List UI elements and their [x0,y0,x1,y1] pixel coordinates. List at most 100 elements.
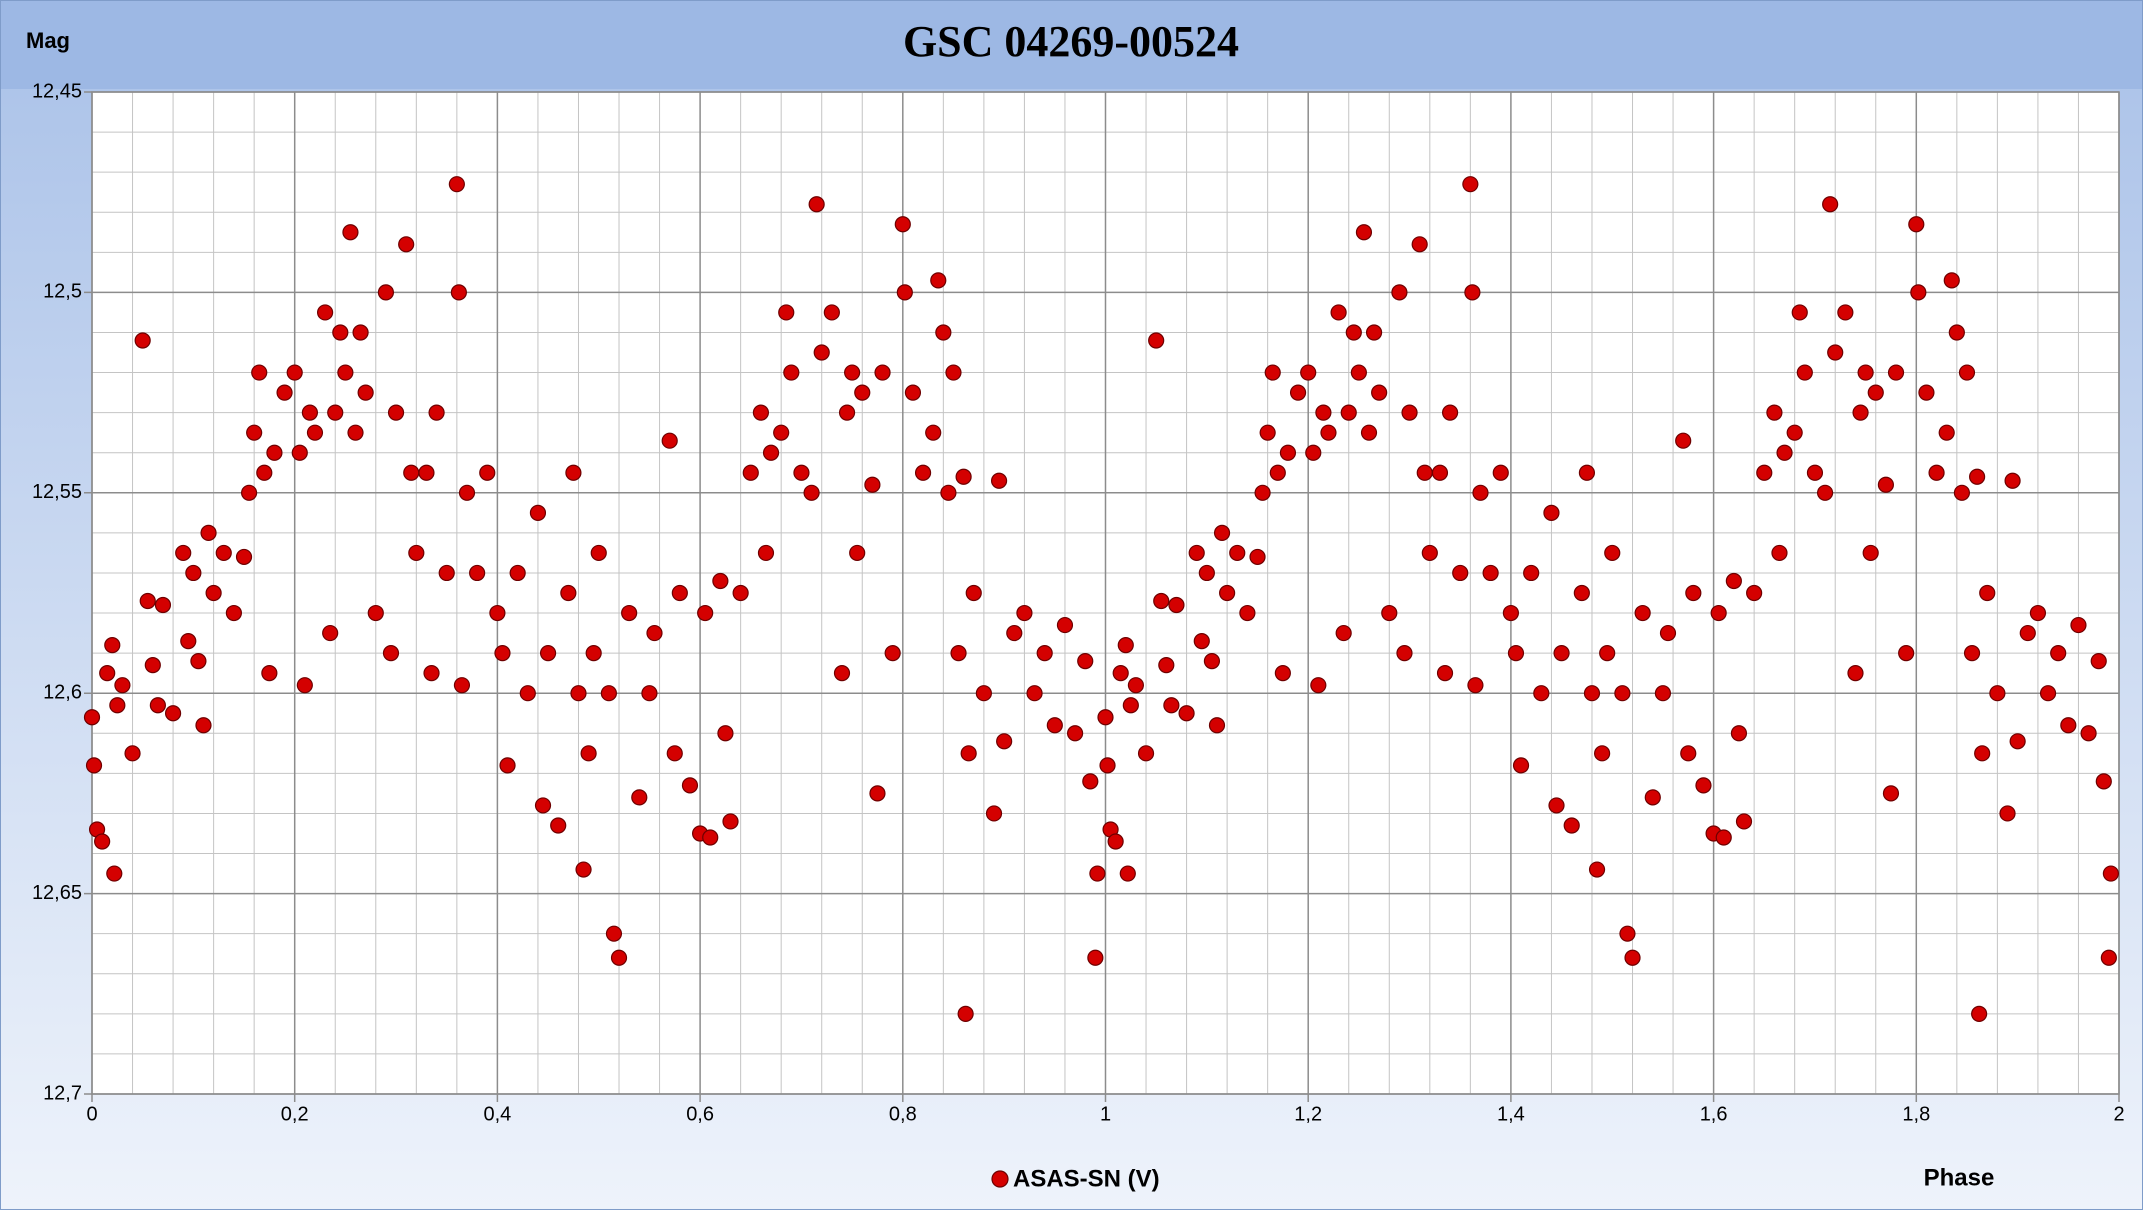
data-point [2029,604,2047,622]
x-tick-label: 0,4 [483,1103,511,1125]
data-point [960,745,977,762]
plot-border [91,91,2120,1095]
data-point [985,805,1003,822]
data-point [590,544,607,562]
data-point [1097,709,1114,726]
data-point [180,632,197,650]
data-point [1634,604,1651,622]
data-point [869,785,886,802]
data-point [1163,697,1180,714]
data-point [2019,624,2036,642]
data-point [1345,324,1362,341]
data-point [1099,757,1116,774]
data-point [144,657,161,674]
data-point [773,424,790,441]
data-point [935,324,952,341]
data-point [1502,604,1520,622]
data-point [286,364,303,381]
data-point [965,584,982,602]
data-point [1887,364,1905,381]
data-point [1416,464,1433,481]
data-point [560,584,577,602]
data-point [1786,424,1803,441]
data-point [1239,604,1256,622]
data-point [2009,733,2026,750]
data-point [139,592,156,610]
data-point [1675,432,1692,449]
data-point [1254,484,1271,501]
data-point [1816,484,1834,501]
data-point [185,564,202,582]
data-point [2060,717,2077,734]
data-point [1918,384,1935,401]
data-point [1274,665,1291,682]
data-point [783,364,800,381]
data-point [190,653,207,670]
data-point [479,464,496,481]
data-point [1857,364,1874,381]
data-point [1310,677,1327,694]
data-point [1910,284,1927,301]
y-tick-label: 12,55 [32,481,82,503]
data-point [1203,653,1221,670]
x-tick-label: 1,6 [1700,1103,1728,1125]
data-point [1112,665,1129,682]
x-tick-label: 1,8 [1902,1103,1930,1125]
data-point [945,364,962,381]
data-point [575,861,592,878]
data-point [570,685,587,702]
data-point [1928,464,1945,481]
data-point [681,777,699,794]
data-point [904,384,922,401]
data-point [1685,584,1702,602]
y-tick-label: 12,45 [32,80,82,102]
data-point [950,645,967,662]
data-point [1219,584,1236,602]
data-point [109,697,126,714]
data-point [246,424,263,441]
data-point [844,364,861,381]
y-tick-label: 12,7 [43,1082,82,1104]
data-point [387,404,405,421]
data-point [1117,637,1134,654]
data-point [1107,833,1124,850]
data-point [1464,284,1481,301]
data-point [164,705,182,722]
data-point [854,384,871,401]
data-point [550,817,567,834]
data-point [1264,364,1281,381]
data-point [2050,645,2067,662]
data-point [666,745,683,762]
data-point [1523,564,1540,582]
data-point [793,464,810,481]
data-point [1188,544,1205,562]
data-point [1381,604,1398,622]
data-point [1771,544,1788,562]
data-point [1619,925,1636,942]
data-point [1971,1005,1988,1022]
data-point [1249,548,1266,566]
data-point [154,596,172,614]
data-point [332,324,349,341]
data-point [266,444,283,461]
data-point [529,504,547,521]
x-tick-label: 2 [2113,1103,2124,1125]
data-point [2102,865,2119,882]
data-point [1847,665,1864,682]
data-point [225,604,242,622]
data-point [200,524,217,541]
data-point [990,472,1008,489]
data-point [565,464,582,481]
data-point [1208,717,1226,734]
data-point [1153,592,1170,610]
data-point [874,364,891,381]
data-point [1573,584,1590,602]
data-point [1365,324,1383,341]
y-axis-label: Mag [26,28,70,53]
data-point [1862,544,1879,562]
y-tick-label: 12,5 [43,281,82,303]
data-point [631,789,648,806]
data-point [1305,444,1322,461]
data-point [1791,304,1808,321]
data-point [1735,813,1753,830]
